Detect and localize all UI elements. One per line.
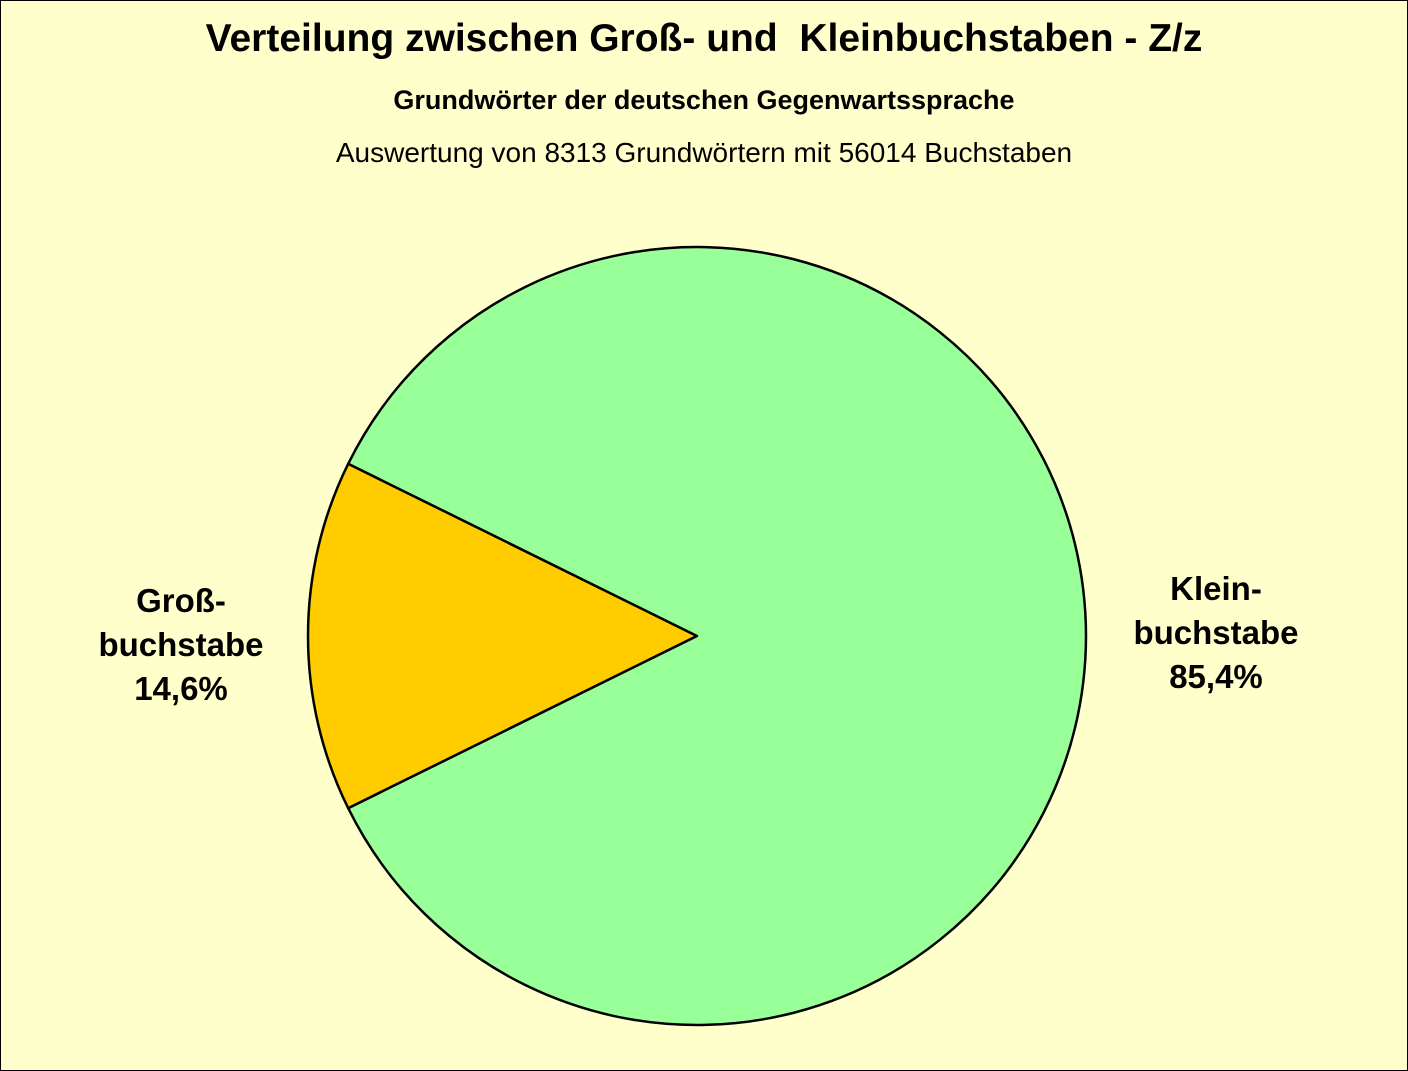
chart-subtitle: Grundwörter der deutschen Gegenwartsspra… bbox=[393, 85, 1015, 115]
chart-note: Auswertung von 8313 Grundwörtern mit 560… bbox=[335, 137, 1073, 168]
pie-slice-kleinbuchstabe bbox=[346, 245, 1088, 1027]
slice-label-grossbuchstabe: Groß- buchstabe 14,6% bbox=[71, 579, 291, 711]
pie-slice-grossbuchstabe bbox=[306, 462, 699, 810]
slice-label-kleinbuchstabe: Klein- buchstabe 85,4% bbox=[1106, 567, 1326, 699]
slice-label-line2: buchstabe bbox=[1133, 614, 1299, 651]
slice-value-label: 85,4% bbox=[1169, 658, 1263, 695]
chart-title: Verteilung zwischen Groß- und Kleinbuchs… bbox=[205, 17, 1203, 60]
slice-label-line1: Groß- bbox=[136, 582, 226, 619]
slice-value-label: 14,6% bbox=[134, 670, 228, 707]
slice-label-line2: buchstabe bbox=[98, 626, 264, 663]
slice-label-line1: Klein- bbox=[1170, 570, 1262, 607]
